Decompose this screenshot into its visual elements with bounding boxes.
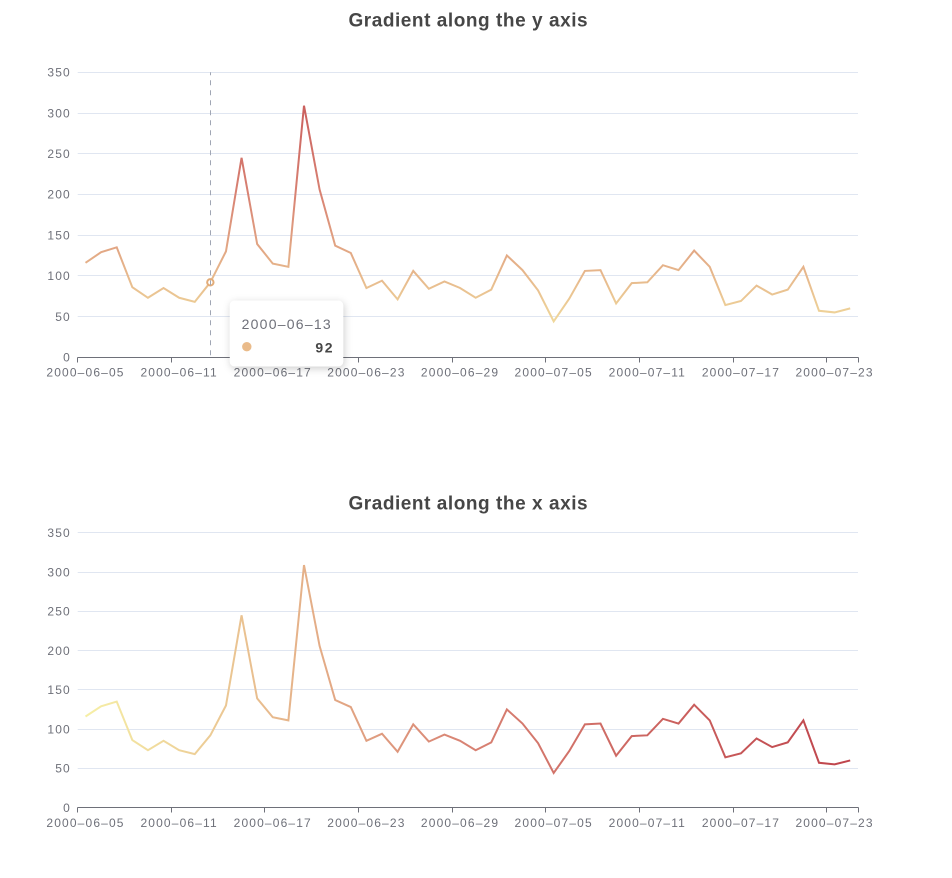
- svg-text:50: 50: [55, 310, 71, 324]
- svg-text:2000–06–23: 2000–06–23: [327, 816, 405, 830]
- svg-text:200: 200: [47, 188, 70, 202]
- svg-text:250: 250: [47, 147, 70, 161]
- svg-text:2000–07–17: 2000–07–17: [702, 816, 780, 830]
- svg-text:300: 300: [47, 565, 70, 579]
- svg-text:2000–06–17: 2000–06–17: [234, 816, 312, 830]
- svg-text:Gradient along the x axis: Gradient along the x axis: [348, 493, 588, 514]
- svg-text:2000–06–29: 2000–06–29: [421, 816, 499, 830]
- svg-text:250: 250: [47, 605, 70, 619]
- svg-text:2000–07–05: 2000–07–05: [515, 816, 593, 830]
- svg-text:2000–06–13: 2000–06–13: [242, 316, 332, 332]
- svg-text:2000–07–17: 2000–07–17: [702, 366, 780, 380]
- svg-text:2000–07–11: 2000–07–11: [609, 366, 686, 380]
- svg-text:2000–06–29: 2000–06–29: [421, 366, 499, 380]
- svg-text:200: 200: [47, 644, 70, 658]
- svg-text:350: 350: [47, 66, 70, 80]
- svg-text:150: 150: [47, 683, 70, 697]
- svg-text:2000–06–05: 2000–06–05: [46, 366, 124, 380]
- svg-text:2000–06–11: 2000–06–11: [140, 816, 217, 830]
- svg-text:0: 0: [63, 351, 71, 365]
- svg-text:2000–06–17: 2000–06–17: [234, 366, 312, 380]
- svg-text:2000–06–11: 2000–06–11: [140, 366, 217, 380]
- svg-text:150: 150: [47, 228, 70, 242]
- svg-text:100: 100: [47, 722, 70, 736]
- svg-text:Gradient along the y axis: Gradient along the y axis: [348, 10, 588, 31]
- svg-text:350: 350: [47, 526, 70, 540]
- svg-text:2000–06–23: 2000–06–23: [327, 366, 405, 380]
- svg-text:92: 92: [315, 340, 334, 356]
- svg-text:2000–06–05: 2000–06–05: [46, 816, 124, 830]
- svg-text:2000–07–23: 2000–07–23: [795, 366, 873, 380]
- svg-text:100: 100: [47, 269, 70, 283]
- svg-text:2000–07–05: 2000–07–05: [515, 366, 593, 380]
- svg-text:2000–07–23: 2000–07–23: [795, 816, 873, 830]
- svg-text:2000–07–11: 2000–07–11: [609, 816, 686, 830]
- svg-text:0: 0: [63, 801, 71, 815]
- svg-text:50: 50: [55, 762, 71, 776]
- svg-text:300: 300: [47, 106, 70, 120]
